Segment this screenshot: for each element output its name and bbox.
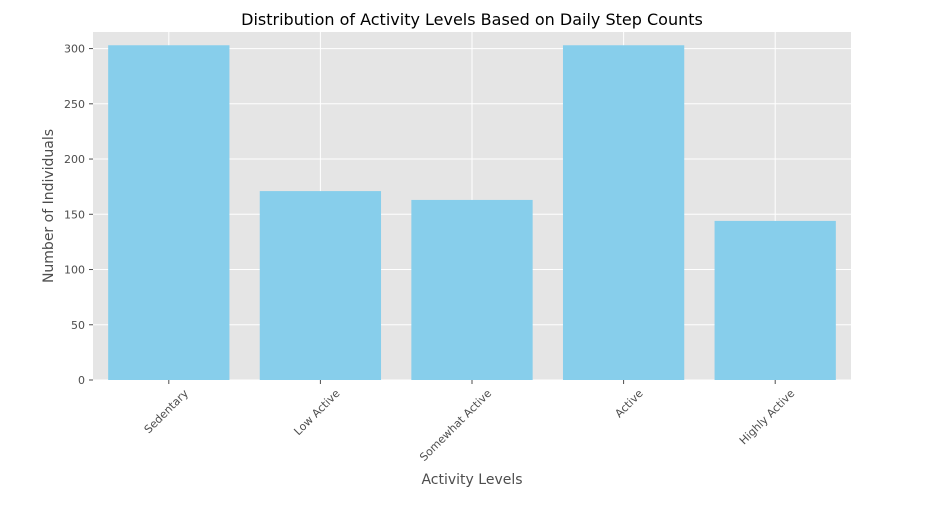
y-tick-label: 300 — [64, 43, 85, 56]
bar-active — [562, 45, 685, 380]
x-tick-label: Low Active — [291, 387, 342, 438]
y-tick-label: 200 — [64, 153, 85, 166]
bar-highly-active — [714, 220, 836, 380]
x-axis-label: Activity Levels — [421, 472, 522, 488]
x-axis-ticks: Sedentary Low Active Somewhat Active Active… — [142, 380, 798, 464]
y-tick-label: 50 — [71, 319, 85, 332]
y-tick-label: 0 — [78, 374, 85, 387]
bars — [108, 45, 836, 380]
x-tick-label: Active — [612, 387, 645, 420]
x-tick-label: Sedentary — [142, 387, 192, 437]
y-tick-label: 250 — [64, 98, 85, 111]
y-tick-label: 100 — [64, 264, 85, 277]
bar-somewhat-active — [411, 199, 533, 380]
y-axis-ticks: 0 50 100 150 200 250 300 — [64, 43, 93, 387]
x-tick-label: Somewhat Active — [417, 387, 494, 464]
y-axis-label: Number of Individuals — [41, 129, 57, 283]
bar-low-active — [259, 191, 382, 380]
bar-sedentary — [108, 45, 230, 380]
x-tick-label: Highly Active — [737, 387, 798, 448]
chart-title: Distribution of Activity Levels Based on… — [241, 10, 703, 29]
y-tick-label: 150 — [64, 208, 85, 221]
